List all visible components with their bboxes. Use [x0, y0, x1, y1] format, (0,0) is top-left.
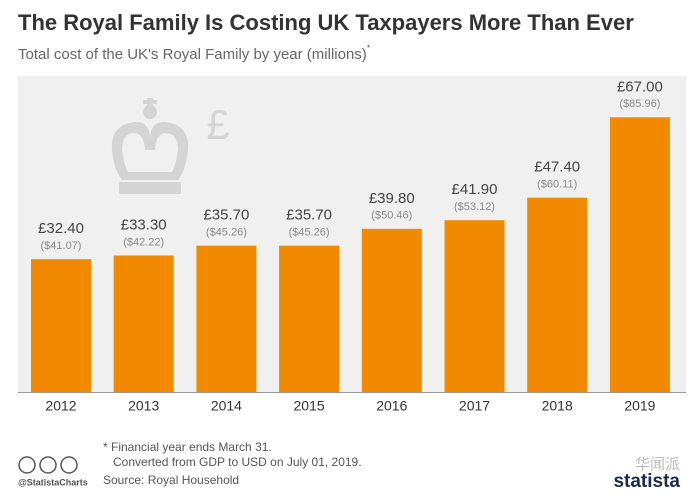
- x-tick-label: 2012: [45, 398, 76, 414]
- nd-icon: [60, 456, 78, 474]
- x-tick-label: 2016: [376, 398, 407, 414]
- bar: [196, 245, 257, 392]
- value-label: £35.70: [286, 207, 332, 224]
- by-icon: [39, 456, 57, 474]
- x-tick-label: 2019: [624, 398, 655, 414]
- bar: [113, 255, 174, 392]
- value-label: £39.80: [369, 190, 415, 207]
- subtitle-text: Total cost of the UK's Royal Family by y…: [18, 46, 367, 63]
- crown-icon: £: [111, 98, 230, 194]
- x-tick-label: 2017: [459, 398, 490, 414]
- secondary-label: ($60.11): [537, 179, 577, 191]
- secondary-label: ($53.12): [454, 201, 495, 213]
- x-tick-label: 2018: [542, 398, 573, 414]
- brand: statista: [613, 471, 680, 492]
- note: * Financial year ends March 31.: [103, 440, 272, 454]
- secondary-label: ($41.07): [41, 240, 82, 252]
- note: Converted from GDP to USD on July 01, 20…: [113, 455, 362, 469]
- x-tick-label: 2014: [211, 398, 242, 414]
- source: Source: Royal Household: [103, 473, 239, 487]
- secondary-label: ($85.96): [619, 98, 660, 110]
- value-label: £41.90: [452, 181, 498, 198]
- bar: [279, 245, 340, 392]
- bar: [527, 197, 588, 392]
- value-label: £33.30: [121, 216, 167, 233]
- chart-subtitle: Total cost of the UK's Royal Family by y…: [18, 43, 371, 63]
- license-icons: [18, 456, 78, 474]
- secondary-label: ($50.46): [371, 210, 412, 222]
- cc-icon: [18, 456, 36, 474]
- bar: [444, 220, 505, 392]
- subtitle-mark: *: [367, 43, 371, 53]
- x-tick-label: 2015: [294, 398, 325, 414]
- watermark: 华闻派: [635, 456, 680, 473]
- chart-title: The Royal Family Is Costing UK Taxpayers…: [18, 10, 634, 35]
- secondary-label: ($42.22): [123, 236, 164, 248]
- handle: @StatistaCharts: [18, 477, 88, 487]
- value-label: £47.40: [534, 159, 580, 176]
- pound-icon: £: [206, 101, 229, 148]
- bar: [31, 259, 91, 392]
- secondary-label: ($45.26): [289, 227, 330, 239]
- value-label: £35.70: [203, 207, 249, 224]
- bar: [609, 117, 670, 393]
- value-label: £32.40: [38, 220, 84, 237]
- bar: [361, 228, 422, 392]
- secondary-label: ($45.26): [206, 227, 247, 239]
- value-label: £67.00: [617, 78, 663, 95]
- x-tick-label: 2013: [128, 398, 159, 414]
